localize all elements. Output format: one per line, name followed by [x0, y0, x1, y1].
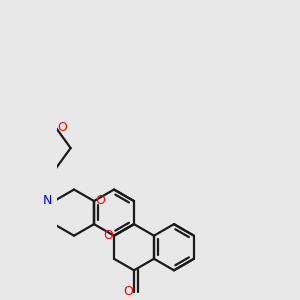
Text: N: N — [43, 194, 52, 207]
Text: O: O — [95, 194, 105, 207]
Text: O: O — [57, 121, 67, 134]
Text: O: O — [103, 229, 113, 242]
Text: O: O — [123, 285, 133, 298]
